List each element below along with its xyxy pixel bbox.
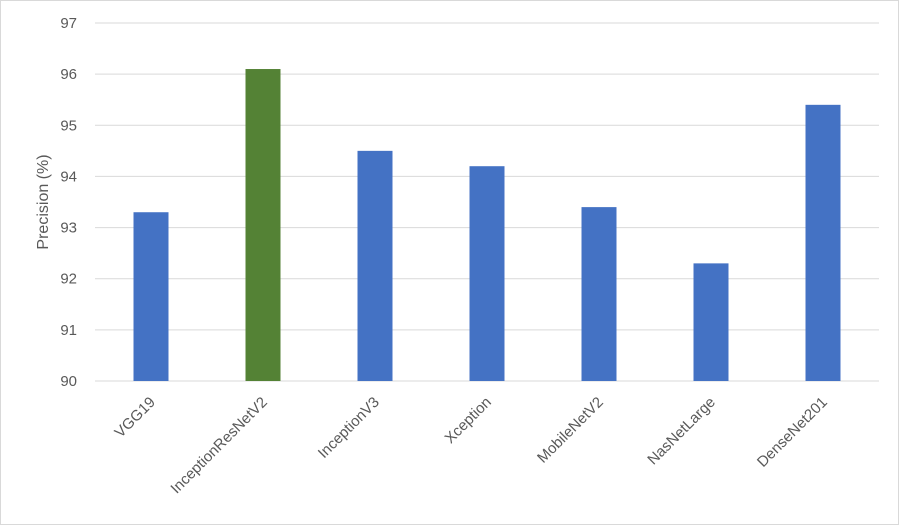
y-tick-label: 92 [60,271,77,288]
x-tick-label: InceptionV3 [315,394,383,462]
y-tick-label: 97 [60,15,77,32]
y-tick-label: 93 [60,220,77,237]
y-tick-label: 95 [60,117,77,134]
y-axis-title: Precision (%) [35,154,52,249]
y-tick-label: 91 [60,322,77,339]
y-tick-label: 90 [60,373,77,390]
bar-vgg19 [133,212,169,381]
y-tick-label: 94 [60,168,77,185]
x-tick-label: NasNetLarge [644,394,719,469]
x-tick-label: InceptionResNetV2 [167,394,270,497]
bar-inceptionv3 [357,150,393,381]
x-tick-label: VGG19 [111,394,158,441]
x-tick-label: MobileNetV2 [534,394,607,467]
x-tick-labels: VGG19 InceptionResNetV2 InceptionV3 Xceptio… [111,394,830,497]
bar-mobilenetv2 [581,207,617,381]
y-tick-label: 96 [60,66,77,83]
y-tick-labels: 90 91 92 93 94 95 96 97 [60,15,77,390]
bars [133,69,841,382]
x-tick-label: DenseNet201 [754,394,831,471]
bar-inceptionresnetv2 [245,69,281,382]
bar-xception [469,166,505,381]
bar-densenet201 [805,104,841,381]
x-tick-label: Xception [442,394,495,447]
bar-nasnetlarge [693,263,729,381]
